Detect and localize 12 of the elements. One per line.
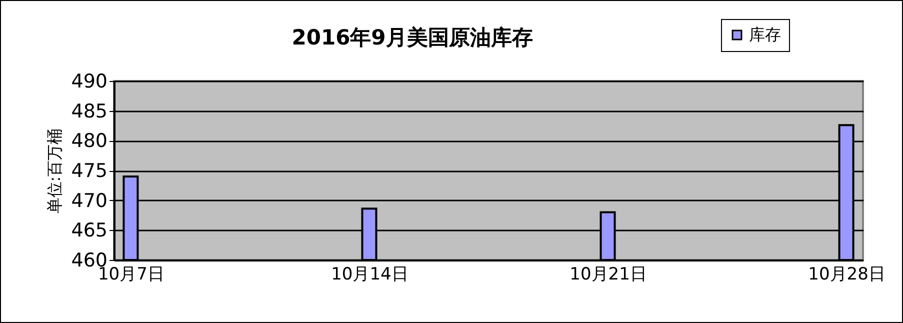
y-axis-title: 单位:百万桶 xyxy=(45,128,64,214)
legend-label: 库存 xyxy=(749,25,781,44)
y-tick-label: 480 xyxy=(71,130,108,152)
y-tick-label: 475 xyxy=(71,160,108,182)
y-tick-label: 490 xyxy=(71,70,108,92)
x-tick-label: 10月21日 xyxy=(570,264,647,284)
x-tick-label: 10月14日 xyxy=(331,264,408,284)
chart-title: 2016年9月美国原油库存 xyxy=(292,26,533,50)
y-tick-label: 470 xyxy=(71,190,108,212)
x-tick-label: 10月28日 xyxy=(808,264,886,284)
y-tick-label: 465 xyxy=(71,220,108,242)
y-tick-label: 485 xyxy=(71,100,108,122)
